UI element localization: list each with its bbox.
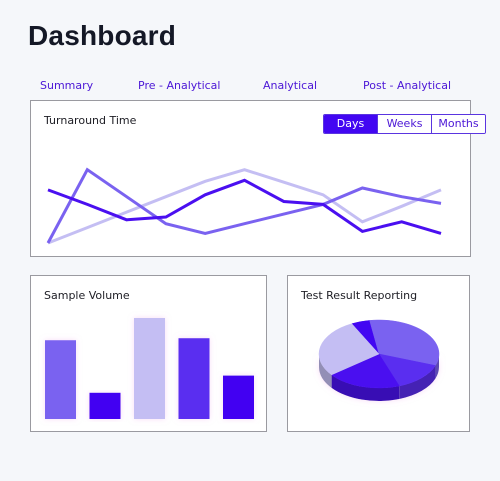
pie-slice-side-5 [319,354,332,388]
nav-tab-post-analytical[interactable]: Post - Analytical [363,79,451,92]
line-series-3 [47,178,442,235]
line-series-1 [47,168,442,245]
pie-slice-side-4 [331,374,400,401]
pie-slice-4 [331,353,400,389]
test-result-reporting-card: Test Result Reporting [287,275,470,432]
page-title: Dashboard [28,20,177,51]
range-months-button[interactable]: Months [431,115,485,133]
sample-volume-card: Sample Volume [30,275,267,432]
pie-slice-2 [369,319,440,366]
nav-tab-pre-analytical[interactable]: Pre - Analytical [138,79,221,92]
bar-5 [223,375,254,419]
test-result-pie-chart [318,319,440,401]
turnaround-time-card: Turnaround Time Days Weeks Months [30,100,486,257]
bar-4 [178,338,210,419]
turnaround-line-chart [46,167,442,245]
sample-volume-bar-chart [45,318,254,419]
range-days-button[interactable]: Days [324,115,377,133]
sample-volume-title: Sample Volume [44,289,130,302]
bar-1 [45,340,76,419]
bar-3 [134,318,165,419]
range-weeks-button[interactable]: Weeks [377,115,431,133]
bar-2 [89,392,121,419]
turnaround-time-title: Turnaround Time [44,114,137,127]
line-series-2 [46,167,442,244]
pie-slice-3 [378,353,436,387]
time-range-toggle: Days Weeks Months [323,114,486,134]
pie-slice-side-3 [399,365,436,399]
test-result-reporting-title: Test Result Reporting [301,289,418,302]
nav-tab-summary[interactable]: Summary [40,79,94,92]
pie-slice-5 [318,323,380,376]
nav-tab-analytical[interactable]: Analytical [263,79,318,92]
